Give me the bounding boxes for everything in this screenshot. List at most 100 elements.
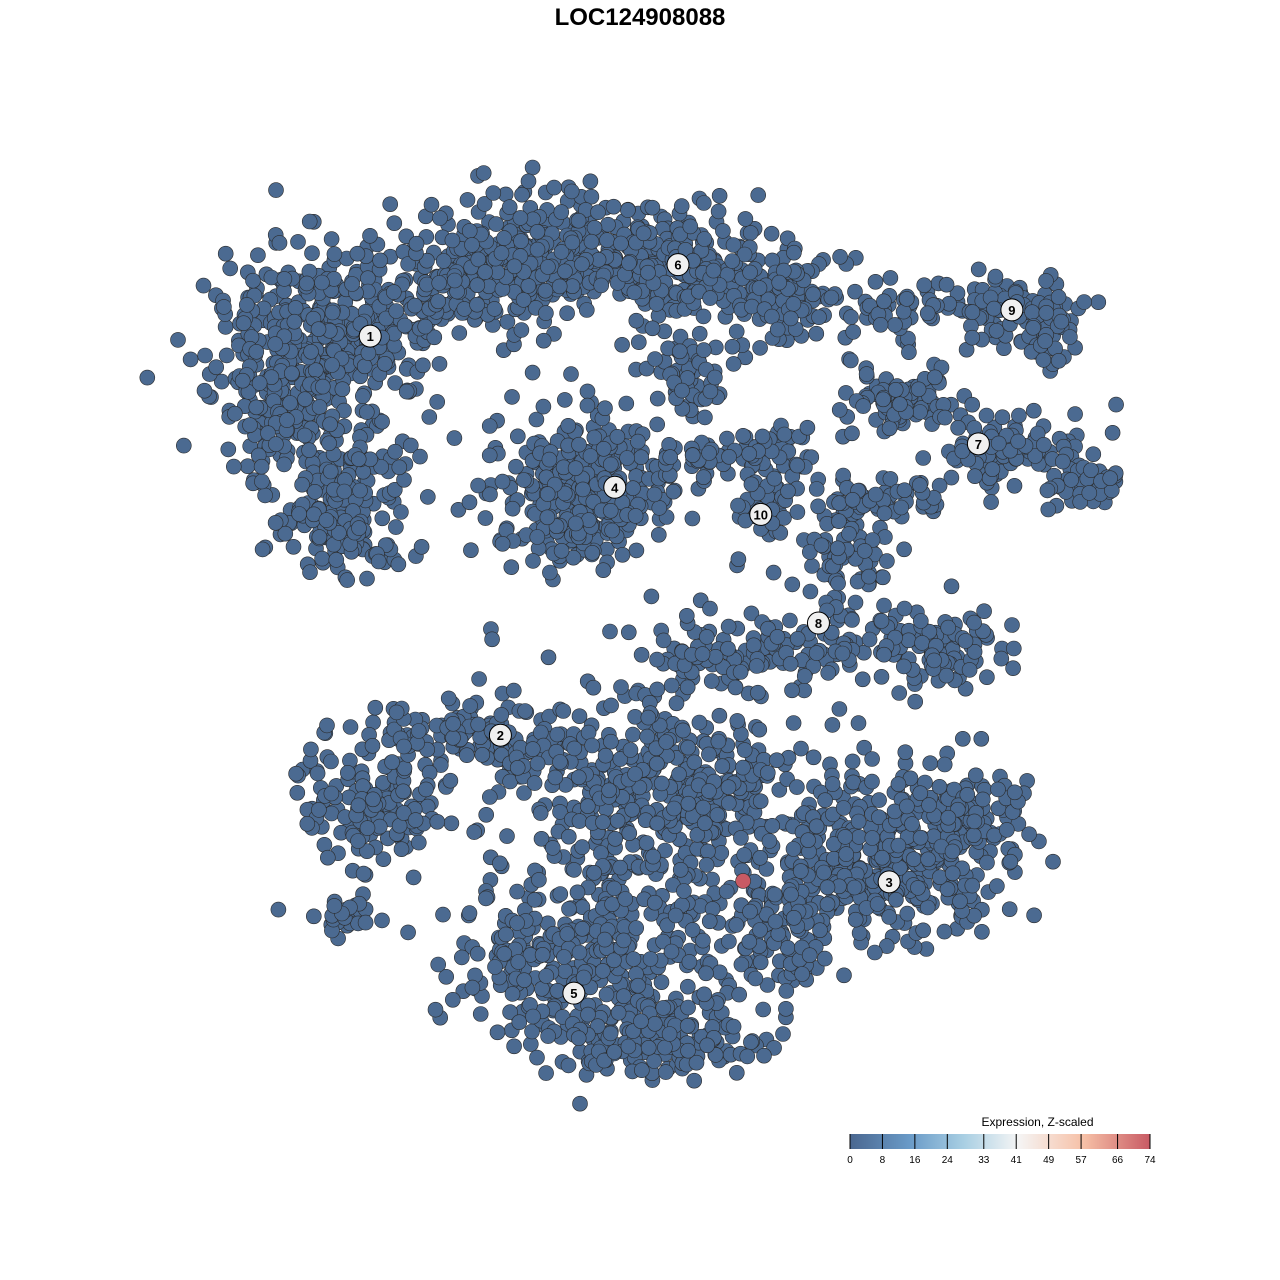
- data-point: [302, 564, 318, 581]
- data-point: [721, 933, 737, 950]
- data-point: [776, 426, 793, 443]
- data-point: [464, 979, 481, 996]
- data-point: [367, 699, 384, 716]
- data-point: [515, 472, 532, 488]
- data-point: [342, 719, 359, 735]
- data-point: [571, 436, 587, 453]
- data-point: [387, 375, 403, 391]
- data-point: [801, 947, 818, 964]
- data-point: [400, 924, 416, 941]
- data-point: [931, 778, 948, 795]
- data-point: [901, 344, 917, 361]
- data-point: [360, 345, 377, 361]
- cluster-label-7: 7: [966, 432, 990, 456]
- data-point: [1011, 407, 1027, 424]
- data-point: [676, 883, 692, 899]
- data-point: [538, 305, 554, 321]
- data-point: [289, 784, 306, 801]
- data-point: [574, 256, 590, 273]
- data-point: [614, 336, 630, 353]
- data-point: [593, 845, 609, 861]
- data-point: [257, 487, 273, 504]
- data-point: [478, 806, 495, 823]
- data-point: [248, 399, 265, 416]
- data-point: [326, 246, 343, 262]
- data-point: [702, 600, 718, 617]
- data-point: [627, 508, 644, 524]
- data-point: [287, 300, 304, 316]
- data-point: [705, 262, 722, 279]
- data-point: [850, 715, 867, 731]
- points-layer: [139, 159, 1124, 1112]
- data-point: [841, 526, 857, 542]
- data-point: [595, 814, 611, 831]
- data-point: [624, 801, 641, 818]
- data-point: [534, 946, 551, 963]
- data-point: [644, 320, 661, 337]
- data-point: [627, 766, 643, 782]
- data-point: [612, 859, 629, 876]
- data-point: [504, 500, 521, 517]
- data-point: [1040, 501, 1057, 518]
- data-point: [586, 220, 603, 236]
- data-point: [907, 693, 924, 710]
- data-point: [858, 366, 875, 382]
- data-point: [352, 482, 368, 499]
- data-point: [511, 1014, 528, 1031]
- data-point: [603, 733, 619, 750]
- data-point: [354, 388, 371, 404]
- data-point: [638, 835, 655, 851]
- data-point: [910, 880, 926, 896]
- cluster-label-text: 7: [975, 437, 982, 452]
- data-point: [976, 603, 992, 620]
- data-point: [684, 510, 701, 527]
- data-point: [926, 652, 942, 669]
- data-point: [395, 783, 412, 800]
- data-point: [655, 1000, 672, 1016]
- data-point: [893, 499, 910, 516]
- data-point: [195, 277, 212, 294]
- data-point: [873, 613, 890, 629]
- data-point: [508, 458, 524, 475]
- data-point: [276, 456, 292, 473]
- data-point: [696, 815, 713, 832]
- data-point: [974, 791, 991, 808]
- data-point: [730, 551, 747, 568]
- data-point: [813, 537, 830, 554]
- data-point: [538, 968, 555, 984]
- data-point: [657, 1064, 674, 1080]
- data-point: [613, 679, 629, 695]
- data-point: [336, 483, 353, 500]
- data-point: [350, 451, 367, 468]
- data-point: [621, 255, 637, 271]
- data-point: [351, 520, 367, 536]
- data-point: [552, 754, 568, 770]
- data-point: [855, 398, 872, 414]
- data-point: [665, 483, 682, 500]
- data-point: [610, 1004, 627, 1021]
- data-point: [720, 779, 737, 796]
- data-point: [846, 879, 863, 896]
- legend-tick-label: 33: [978, 1155, 990, 1166]
- data-point: [718, 883, 735, 900]
- data-point: [290, 234, 306, 250]
- data-point: [492, 855, 508, 872]
- data-point: [432, 210, 448, 226]
- data-point: [607, 830, 624, 847]
- data-point: [703, 673, 720, 689]
- data-point: [388, 303, 405, 319]
- data-point: [1090, 294, 1107, 311]
- data-point: [344, 276, 360, 292]
- data-point: [506, 1038, 522, 1055]
- data-point: [606, 1044, 623, 1060]
- data-point: [653, 974, 670, 991]
- data-point: [208, 359, 224, 376]
- data-point: [784, 682, 800, 699]
- data-point: [504, 389, 520, 405]
- data-point: [450, 501, 467, 518]
- data-point: [462, 698, 478, 714]
- data-point: [461, 905, 478, 921]
- data-point: [386, 481, 403, 498]
- data-point: [1055, 453, 1071, 470]
- data-point: [668, 695, 685, 712]
